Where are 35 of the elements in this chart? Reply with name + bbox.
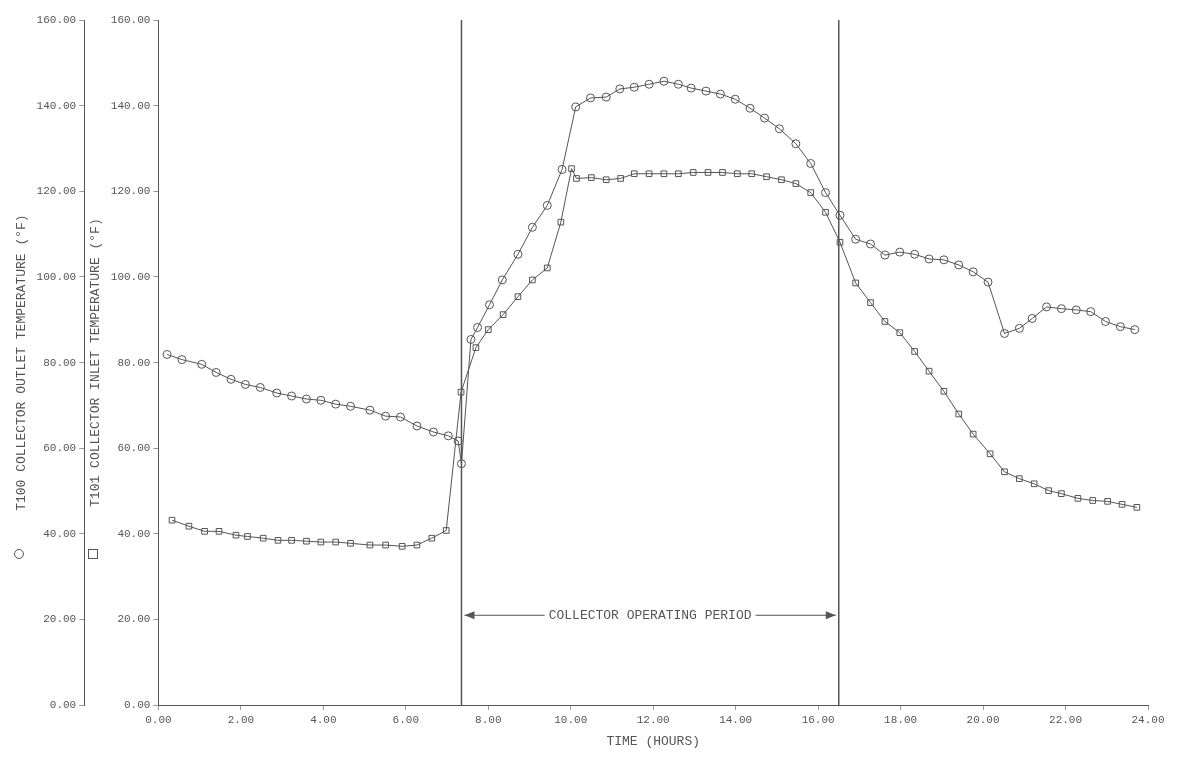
x-tick-label: 16.00: [801, 713, 835, 726]
x-tick-label: 18.00: [884, 713, 918, 726]
x-tick-label: 6.00: [392, 713, 420, 726]
y2-tick-label: 80.00: [117, 356, 151, 369]
y2-tick-label: 40.00: [117, 527, 151, 540]
y-tick-label: 0.00: [49, 699, 77, 712]
x-tick-label: 2.00: [227, 713, 255, 726]
y2-tick-label: 60.00: [117, 442, 151, 455]
y2-axis-title: T101 COLLECTOR INLET TEMPERATURE (°F): [88, 218, 104, 507]
y-tick-label: 100.00: [36, 270, 77, 283]
y2-tick-label: 140.00: [110, 99, 151, 112]
x-tick-label: 24.00: [1131, 713, 1165, 726]
y-tick-label: 160.00: [36, 13, 77, 26]
annotation: COLLECTOR OPERATING PERIOD: [548, 607, 752, 623]
x-tick-label: 4.00: [310, 713, 337, 726]
x-tick-label: 14.00: [719, 713, 753, 726]
x-tick-label: 20.00: [966, 713, 1000, 726]
x-tick-label: 10.00: [554, 713, 588, 726]
y2-tick-label: 20.00: [117, 613, 151, 626]
y2-tick-label: 160.00: [110, 13, 151, 26]
y2-tick-label: 120.00: [110, 185, 151, 198]
y-tick-label: 140.00: [36, 99, 77, 112]
y-tick-label: 60.00: [43, 442, 77, 455]
y2-tick-label: 100.00: [110, 270, 151, 283]
y-tick-label: 20.00: [43, 613, 77, 626]
y2-tick-label: 0.00: [124, 699, 151, 712]
x-axis-title: TIME (HOURS): [606, 733, 701, 749]
y-tick-label: 40.00: [43, 527, 77, 540]
y-axis-title: T100 COLLECTOR OUTLET TEMPERATURE (°F): [14, 214, 30, 511]
x-tick-label: 12.00: [636, 713, 670, 726]
x-tick-label: 0.00: [145, 713, 172, 726]
y-tick-label: 80.00: [43, 356, 77, 369]
x-tick-label: 22.00: [1049, 713, 1083, 726]
y-tick-label: 120.00: [36, 185, 77, 198]
x-tick-label: 8.00: [475, 713, 502, 726]
